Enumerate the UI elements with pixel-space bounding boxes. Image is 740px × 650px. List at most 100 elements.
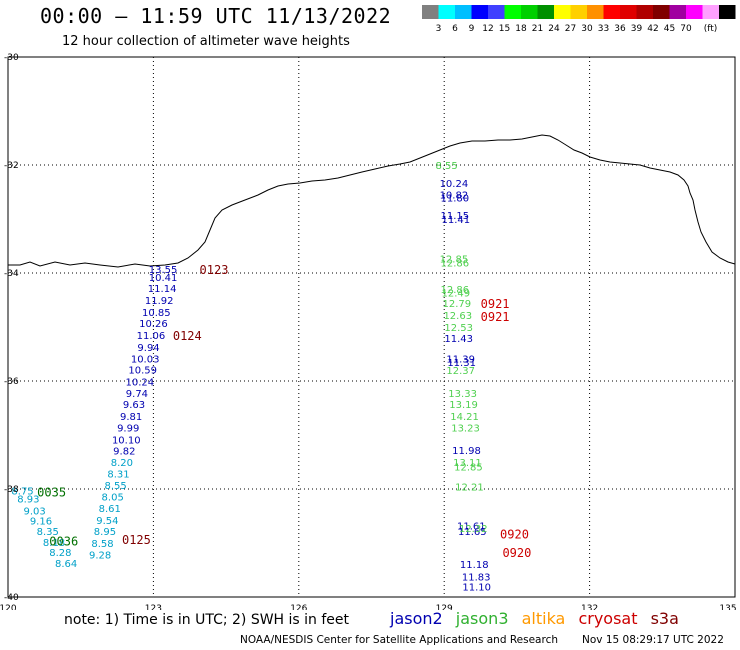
wave-height-value: 8.55 [435, 161, 457, 172]
wave-height-value: 9.74 [126, 389, 148, 400]
chart-title: 00:00 – 11:59 UTC 11/13/2022 [40, 4, 392, 28]
colorbar-swatch [587, 5, 604, 19]
wave-height-value: 9.82 [113, 447, 135, 458]
colorbar-label: 33 [598, 24, 609, 34]
colorbar-swatch [653, 5, 670, 19]
colorbar-swatch [620, 5, 637, 19]
wave-height-value: 11.61 [457, 522, 486, 533]
wave-height-value: 8.05 [102, 493, 124, 504]
wave-height-value: 11.98 [452, 446, 481, 457]
footer-credit: NOAA/NESDIS Center for Satellite Applica… [240, 634, 558, 646]
wave-height-value: 11.10 [462, 583, 491, 594]
colorbar-label: (ft) [704, 24, 718, 34]
wave-height-value: 11.15 [441, 211, 470, 222]
wave-height-value: 12.49 [442, 288, 471, 299]
pass-time-label: 0921 [481, 297, 510, 311]
wave-height-value: 10.85 [142, 308, 171, 319]
coastline [8, 134, 736, 268]
wave-height-value: 13.55 [149, 265, 178, 276]
colorbar-label: 70 [680, 24, 692, 34]
wave-height-value: 14.21 [450, 412, 479, 423]
wave-height-value: 13.23 [451, 423, 480, 434]
wave-height-value: 11.65 [458, 527, 487, 538]
wave-height-value: 12.86 [441, 285, 470, 296]
wave-height-value: 10.03 [131, 354, 160, 365]
wave-height-value: 13.19 [449, 400, 478, 411]
pass-time-label: 0920 [500, 527, 529, 541]
lon-tick-label: 123 [145, 604, 162, 610]
wave-height-value: 9.99 [117, 423, 139, 434]
wave-height-value: 8.55 [104, 481, 126, 492]
colorbar-swatch [719, 5, 736, 19]
legend-jason3: jason3 [455, 609, 509, 628]
colorbar-label: 15 [499, 24, 510, 34]
pass-time-label: 0921 [481, 310, 510, 324]
map-grid [7, 56, 736, 598]
wave-height-value: 10.24 [440, 179, 469, 190]
colorbar-swatch [537, 5, 554, 19]
wave-height-value: 11.06 [137, 331, 166, 342]
wave-height-value: 8.58 [91, 539, 113, 550]
wave-height-value: 10.41 [149, 273, 178, 284]
lon-tick-label: 129 [436, 604, 453, 610]
pass-time-label: 0125 [122, 533, 151, 547]
colorbar-swatch [636, 5, 653, 19]
wave-height-value: 9.16 [30, 516, 52, 527]
colorbar-swatch [669, 5, 686, 19]
colorbar-swatch [554, 5, 571, 19]
wave-height-map: 13.5510.4111.1411.9210.8510.2611.069.941… [0, 53, 737, 610]
colorbar-swatch [422, 5, 439, 19]
wave-height-value: 8.93 [17, 495, 39, 506]
wave-height-value: 12.63 [443, 311, 472, 322]
wave-height-value: 13.33 [448, 389, 477, 400]
colorbar-swatch [455, 5, 472, 19]
pass-time-label: 0035 [37, 486, 66, 500]
wave-height-value: 12.85 [454, 462, 483, 473]
wave-height-value: 12.86 [441, 259, 470, 270]
colorbar-swatch [488, 5, 505, 19]
lat-tick-label: -40 [4, 593, 19, 603]
wave-height-value: 11.41 [442, 215, 471, 226]
wave-height-value: 9.03 [24, 507, 46, 518]
lat-tick-label: -30 [4, 53, 19, 63]
wave-height-value: 12.53 [444, 323, 473, 334]
wave-height-value: 8.35 [37, 527, 59, 538]
lat-tick-label: -32 [4, 161, 19, 171]
wave-height-value: 12.79 [442, 299, 471, 310]
pass-time-labels: 0123012401250035003609210921092009200919… [37, 263, 531, 560]
wave-height-value: 12.37 [446, 366, 475, 377]
pass-time-label: 0123 [200, 263, 229, 277]
wave-height-value: 12.85 [440, 254, 469, 265]
wave-height-value: 8.95 [94, 527, 116, 538]
color-scale-bar: 3 6 9 12 15 18 21 24 27 30 33 36 39 42 45 70 (ft) [422, 5, 736, 34]
colorbar-swatch [603, 5, 620, 19]
colorbar-label: 9 [469, 24, 475, 34]
wave-height-value: 8.20 [111, 458, 133, 469]
colorbar-label: 6 [452, 24, 458, 34]
colorbar-label: 39 [631, 24, 643, 34]
colorbar-swatch [471, 5, 488, 19]
colorbar-label: 30 [581, 24, 593, 34]
colorbar-label: 3 [436, 24, 442, 34]
lon-tick-label: 120 [0, 604, 17, 610]
wave-height-value: 11.14 [148, 284, 177, 295]
wave-height-value: 11.83 [462, 572, 491, 583]
legend-altika: altika [521, 609, 566, 628]
wave-height-value: 9.81 [120, 412, 142, 423]
units-note: note: 1) Time is in UTC; 2) SWH is in fe… [64, 612, 350, 628]
wave-height-value: 11.80 [441, 193, 470, 204]
chart-subtitle: 12 hour collection of altimeter wave hei… [62, 34, 350, 49]
wave-height-value: 9.54 [96, 516, 118, 527]
wave-height-value: 10.26 [139, 319, 168, 330]
wave-height-value: 8.31 [107, 469, 129, 480]
wave-height-value: 9.94 [137, 343, 159, 354]
lon-tick-label: 135 [719, 604, 736, 610]
colorbar-label: 24 [548, 24, 560, 34]
colorbar-label: 27 [565, 24, 576, 34]
satellite-legend: jason2 jason3 altika cryosat s3a [390, 609, 687, 628]
wave-height-value: 10.24 [126, 378, 155, 389]
wave-height-value: 8.64 [55, 559, 77, 570]
legend-cryosat: cryosat [578, 609, 638, 628]
wave-height-value: 11.18 [460, 560, 489, 571]
colorbar-label: 21 [532, 24, 543, 34]
